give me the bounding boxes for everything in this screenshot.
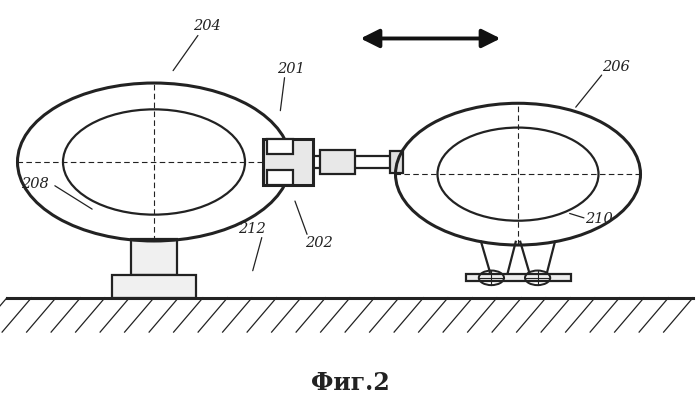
Bar — [320, 150, 355, 174]
Text: 212: 212 — [238, 222, 266, 236]
Text: 210: 210 — [584, 212, 612, 226]
Text: 202: 202 — [304, 236, 332, 250]
Bar — [390, 151, 402, 173]
Bar — [267, 139, 293, 154]
Bar — [262, 139, 313, 185]
Text: Фиг.2: Фиг.2 — [311, 371, 389, 395]
Text: 201: 201 — [276, 62, 304, 76]
Text: 206: 206 — [602, 60, 630, 74]
Bar — [267, 170, 293, 185]
Text: 208: 208 — [21, 177, 49, 191]
Text: 204: 204 — [193, 19, 220, 33]
Bar — [466, 274, 570, 281]
Bar — [112, 275, 196, 298]
Bar — [132, 239, 176, 275]
